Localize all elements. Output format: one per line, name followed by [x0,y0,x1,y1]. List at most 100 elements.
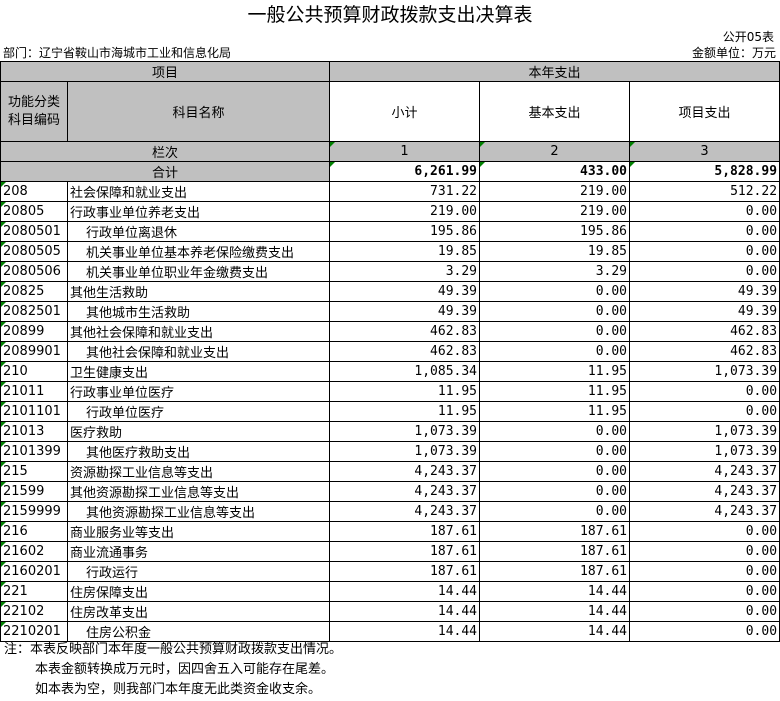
row-name[interactable]: 资源勘探工业信息等支出 [66,461,331,482]
row-subtotal[interactable]: 462.83 [329,341,481,362]
row-basic[interactable]: 187.61 [479,521,631,542]
header-project[interactable]: 项目 [0,61,331,82]
row-basic[interactable]: 14.44 [479,601,631,622]
row-project[interactable]: 0.00 [629,241,780,262]
row-subtotal[interactable]: 49.39 [329,301,481,322]
row-subtotal[interactable]: 49.39 [329,281,481,302]
row-subtotal[interactable]: 14.44 [329,621,481,642]
row-name[interactable]: 社会保障和就业支出 [66,181,331,202]
row-basic[interactable]: 11.95 [479,401,631,422]
row-project[interactable]: 0.00 [629,541,780,562]
row-name[interactable]: 机关事业单位基本养老保险缴费支出 [66,241,331,262]
row-basic[interactable]: 0.00 [479,301,631,322]
header-subject-name[interactable]: 科目名称 [66,81,331,142]
row-basic[interactable]: 11.95 [479,381,631,402]
row-code[interactable]: 2089901 [0,341,68,362]
row-name[interactable]: 医疗救助 [66,421,331,442]
row-project[interactable]: 1,073.39 [629,441,780,462]
header-func-code[interactable]: 功能分类科目编码 [0,81,68,142]
row-project[interactable]: 49.39 [629,281,780,302]
row-code[interactable]: 2101101 [0,401,68,422]
row-project[interactable]: 0.00 [629,581,780,602]
row-project[interactable]: 0.00 [629,201,780,222]
row-subtotal[interactable]: 195.86 [329,221,481,242]
header-current-year[interactable]: 本年支出 [329,61,780,82]
row-project[interactable]: 0.00 [629,601,780,622]
row-name[interactable]: 行政事业单位养老支出 [66,201,331,222]
row-subtotal[interactable]: 19.85 [329,241,481,262]
row-name[interactable]: 商业流通事务 [66,541,331,562]
row-subtotal[interactable]: 4,243.37 [329,461,481,482]
row-subtotal[interactable]: 187.61 [329,541,481,562]
total-project[interactable]: 5,828.99 [629,161,780,182]
row-code[interactable]: 2101399 [0,441,68,462]
row-code[interactable]: 21602 [0,541,68,562]
row-name[interactable]: 其他资源勘探工业信息等支出 [66,501,331,522]
row-code[interactable]: 2080505 [0,241,68,262]
row-subtotal[interactable]: 14.44 [329,581,481,602]
row-name[interactable]: 住房公积金 [66,621,331,642]
row-code[interactable]: 2082501 [0,301,68,322]
column-no-1[interactable]: 1 [329,141,481,162]
row-project[interactable]: 512.22 [629,181,780,202]
row-project[interactable]: 462.83 [629,321,780,342]
row-basic[interactable]: 0.00 [479,481,631,502]
row-basic[interactable]: 3.29 [479,261,631,282]
row-subtotal[interactable]: 219.00 [329,201,481,222]
row-basic[interactable]: 219.00 [479,181,631,202]
row-subtotal[interactable]: 1,073.39 [329,441,481,462]
row-name[interactable]: 其他资源勘探工业信息等支出 [66,481,331,502]
row-code[interactable]: 20899 [0,321,68,342]
row-name[interactable]: 其他生活救助 [66,281,331,302]
row-basic[interactable]: 0.00 [479,341,631,362]
row-name[interactable]: 机关事业单位职业年金缴费支出 [66,261,331,282]
row-code[interactable]: 2210201 [0,621,68,642]
row-code[interactable]: 2160201 [0,561,68,582]
row-project[interactable]: 0.00 [629,381,780,402]
row-name[interactable]: 住房改革支出 [66,601,331,622]
row-basic[interactable]: 0.00 [479,441,631,462]
column-no-label[interactable]: 栏次 [0,141,331,162]
row-code[interactable]: 2080501 [0,221,68,242]
row-basic[interactable]: 187.61 [479,541,631,562]
row-project[interactable]: 1,073.39 [629,421,780,442]
row-code[interactable]: 21011 [0,381,68,402]
row-code[interactable]: 2080506 [0,261,68,282]
row-name[interactable]: 卫生健康支出 [66,361,331,382]
row-name[interactable]: 其他社会保障和就业支出 [66,321,331,342]
row-code[interactable]: 21013 [0,421,68,442]
total-label[interactable]: 合计 [0,161,331,182]
row-code[interactable]: 208 [0,181,68,202]
column-no-2[interactable]: 2 [479,141,631,162]
row-project[interactable]: 0.00 [629,621,780,642]
row-subtotal[interactable]: 462.83 [329,321,481,342]
row-project[interactable]: 49.39 [629,301,780,322]
row-project[interactable]: 0.00 [629,401,780,422]
row-name[interactable]: 行政单位离退休 [66,221,331,242]
row-basic[interactable]: 0.00 [479,501,631,522]
row-code[interactable]: 221 [0,581,68,602]
row-project[interactable]: 0.00 [629,561,780,582]
row-subtotal[interactable]: 11.95 [329,381,481,402]
row-name[interactable]: 其他城市生活救助 [66,301,331,322]
row-basic[interactable]: 0.00 [479,281,631,302]
row-subtotal[interactable]: 4,243.37 [329,481,481,502]
row-name[interactable]: 其他社会保障和就业支出 [66,341,331,362]
row-project[interactable]: 4,243.37 [629,481,780,502]
row-basic[interactable]: 195.86 [479,221,631,242]
row-project[interactable]: 4,243.37 [629,461,780,482]
row-basic[interactable]: 0.00 [479,421,631,442]
row-code[interactable]: 215 [0,461,68,482]
row-code[interactable]: 20805 [0,201,68,222]
row-name[interactable]: 商业服务业等支出 [66,521,331,542]
row-subtotal[interactable]: 1,073.39 [329,421,481,442]
row-name[interactable]: 行政事业单位医疗 [66,381,331,402]
row-project[interactable]: 0.00 [629,261,780,282]
row-basic[interactable]: 0.00 [479,461,631,482]
total-basic[interactable]: 433.00 [479,161,631,182]
column-no-3[interactable]: 3 [629,141,780,162]
row-subtotal[interactable]: 187.61 [329,561,481,582]
row-subtotal[interactable]: 731.22 [329,181,481,202]
row-code[interactable]: 216 [0,521,68,542]
row-code[interactable]: 210 [0,361,68,382]
